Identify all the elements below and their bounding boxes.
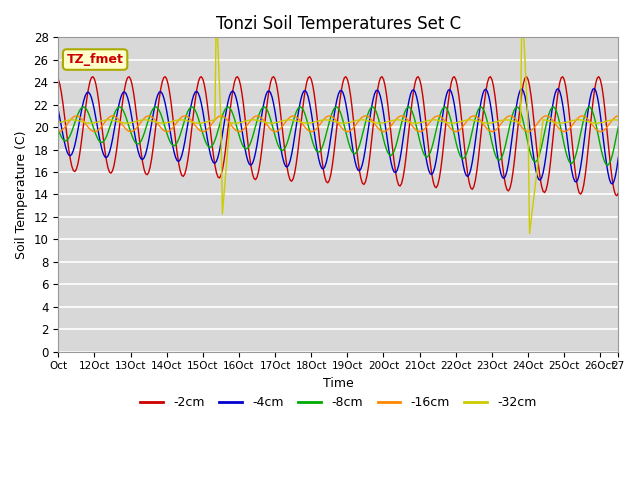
-8cm [147, 112, 154, 118]
-8cm [80, 104, 88, 110]
-8cm [614, 123, 622, 129]
-2cm [149, 145, 157, 151]
-16cm [609, 117, 616, 123]
-32cm [205, 119, 212, 124]
-8cm [566, 160, 574, 166]
Legend: -2cm, -4cm, -8cm, -16cm, -32cm: -2cm, -4cm, -8cm, -16cm, -32cm [136, 391, 541, 414]
-16cm [54, 129, 62, 134]
Line: -16cm: -16cm [58, 116, 618, 132]
-2cm [147, 164, 154, 170]
-32cm [54, 120, 62, 126]
-32cm [145, 117, 152, 123]
-4cm [145, 138, 152, 144]
-16cm [83, 123, 91, 129]
-32cm [81, 120, 89, 125]
-16cm [72, 113, 80, 119]
Line: -32cm: -32cm [58, 0, 618, 234]
Line: -4cm: -4cm [58, 88, 618, 184]
-16cm [207, 123, 214, 129]
-32cm [148, 118, 156, 124]
-4cm [565, 147, 573, 153]
-4cm [54, 107, 62, 113]
-4cm [614, 155, 622, 160]
Line: -8cm: -8cm [58, 107, 618, 165]
-4cm [148, 120, 156, 126]
-4cm [609, 181, 616, 187]
-2cm [614, 190, 622, 196]
-32cm [518, 0, 526, 2]
Title: Tonzi Soil Temperatures Set C: Tonzi Soil Temperatures Set C [216, 15, 461, 33]
-2cm [609, 178, 616, 183]
-8cm [54, 127, 62, 132]
-8cm [604, 162, 612, 168]
-16cm [566, 125, 574, 131]
-2cm [207, 127, 214, 132]
-8cm [610, 146, 618, 152]
-16cm [149, 115, 157, 121]
-8cm [207, 144, 214, 150]
-32cm [610, 117, 618, 123]
-2cm [566, 120, 574, 126]
-2cm [89, 74, 97, 80]
X-axis label: Time: Time [323, 377, 354, 390]
-32cm [614, 117, 622, 123]
Y-axis label: Soil Temperature (C): Soil Temperature (C) [15, 130, 28, 259]
-4cm [591, 85, 598, 91]
Line: -2cm: -2cm [58, 77, 618, 196]
-2cm [54, 76, 62, 82]
-32cm [568, 118, 575, 124]
-4cm [81, 93, 89, 98]
-4cm [610, 179, 618, 184]
-16cm [614, 113, 622, 119]
-16cm [147, 113, 154, 119]
-8cm [149, 106, 157, 112]
-4cm [205, 144, 212, 150]
-8cm [83, 107, 91, 113]
-32cm [525, 231, 533, 237]
Text: TZ_fmet: TZ_fmet [67, 53, 124, 66]
-2cm [81, 107, 89, 112]
-2cm [613, 193, 621, 199]
